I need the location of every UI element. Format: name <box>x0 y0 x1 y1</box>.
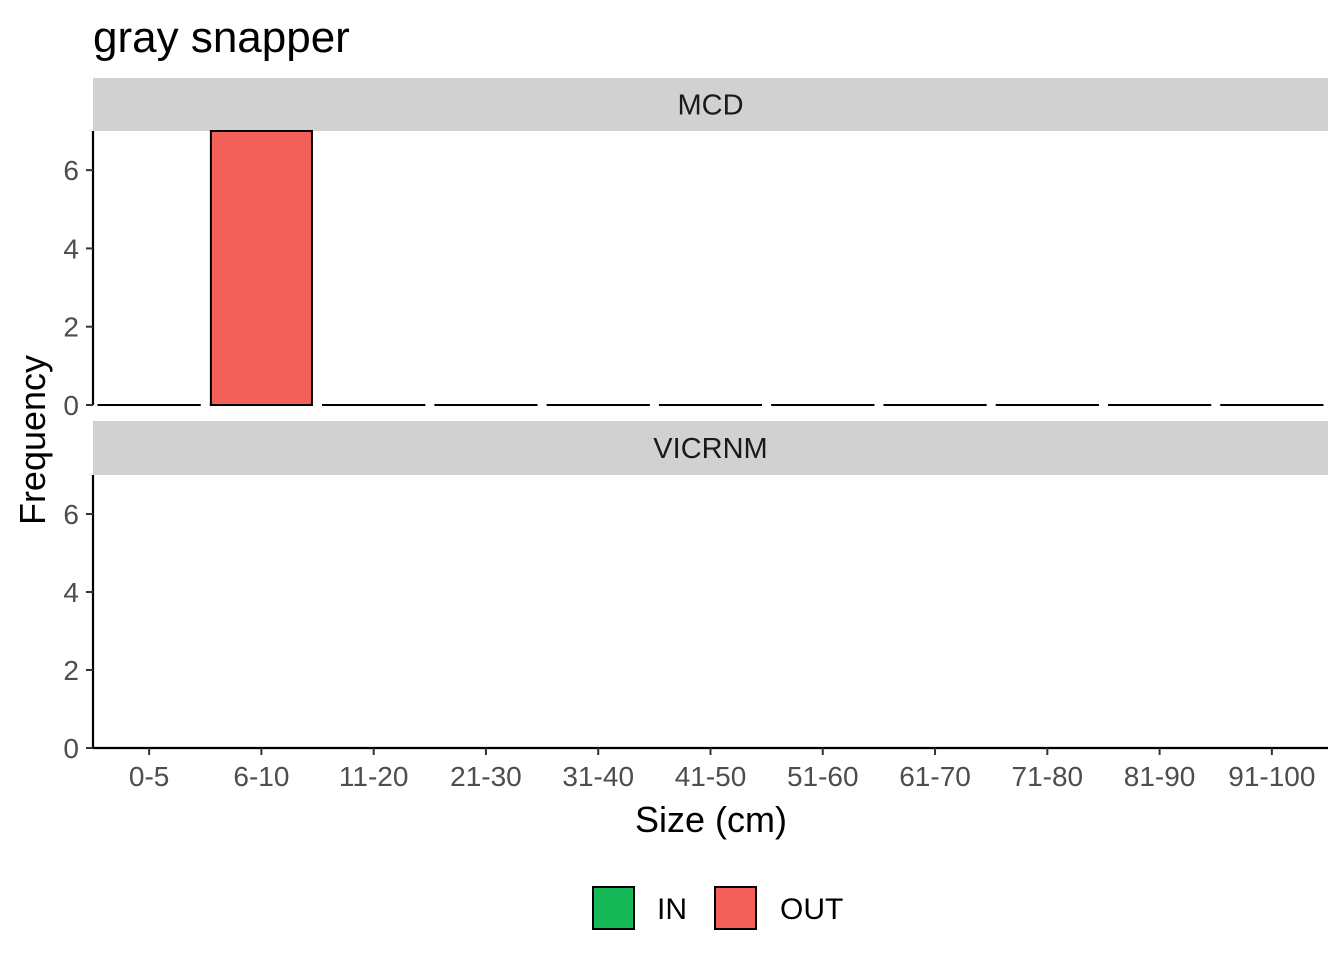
legend-key-in <box>592 886 635 930</box>
x-tick-label: 81-90 <box>1124 761 1196 792</box>
panels: MCD 0 2 4 6 VICRNM 0 2 4 6 <box>63 78 1328 764</box>
y-tick-label: 6 <box>63 155 79 186</box>
x-tick-label: 6-10 <box>233 761 289 792</box>
x-tick-label: 91-100 <box>1228 761 1315 792</box>
y-tick-label: 2 <box>63 655 79 686</box>
y-tick-label: 0 <box>63 733 79 764</box>
x-tick-label: 51-60 <box>787 761 859 792</box>
y-axis-label: Frequency <box>12 355 53 525</box>
x-axis-ticks: 0-5 6-10 11-20 21-30 31-40 41-50 51-60 61-70 71-… <box>129 748 1315 792</box>
x-tick-label: 11-20 <box>339 761 409 792</box>
x-tick-label: 21-30 <box>450 761 522 792</box>
x-tick-label: 41-50 <box>675 761 747 792</box>
legend: IN OUT <box>592 886 843 930</box>
x-tick-label: 31-40 <box>562 761 634 792</box>
y-tick-label: 4 <box>63 233 79 264</box>
x-tick-label: 61-70 <box>899 761 971 792</box>
chart-title: gray snapper <box>93 13 350 62</box>
bar-out-6-10 <box>209 130 313 406</box>
y-tick-label: 4 <box>63 577 79 608</box>
panel-vicrnm: VICRNM 0 2 4 6 <box>63 421 1328 764</box>
legend-key-out <box>714 886 757 930</box>
x-axis-label: Size (cm) <box>635 799 787 840</box>
panel-mcd: MCD 0 2 4 6 <box>63 78 1328 421</box>
y-tick-label: 6 <box>63 499 79 530</box>
x-tick-label: 71-80 <box>1012 761 1084 792</box>
facet-strip <box>93 421 1328 475</box>
legend-label-out: OUT <box>780 893 843 926</box>
y-tick-label: 0 <box>63 390 79 421</box>
facet-strip-label: MCD <box>677 90 743 122</box>
y-tick-label: 2 <box>63 312 79 343</box>
facet-strip-label: VICRNM <box>653 433 767 465</box>
facet-strip <box>93 78 1328 131</box>
x-tick-label: 0-5 <box>129 761 169 792</box>
legend-label-in: IN <box>657 893 687 926</box>
